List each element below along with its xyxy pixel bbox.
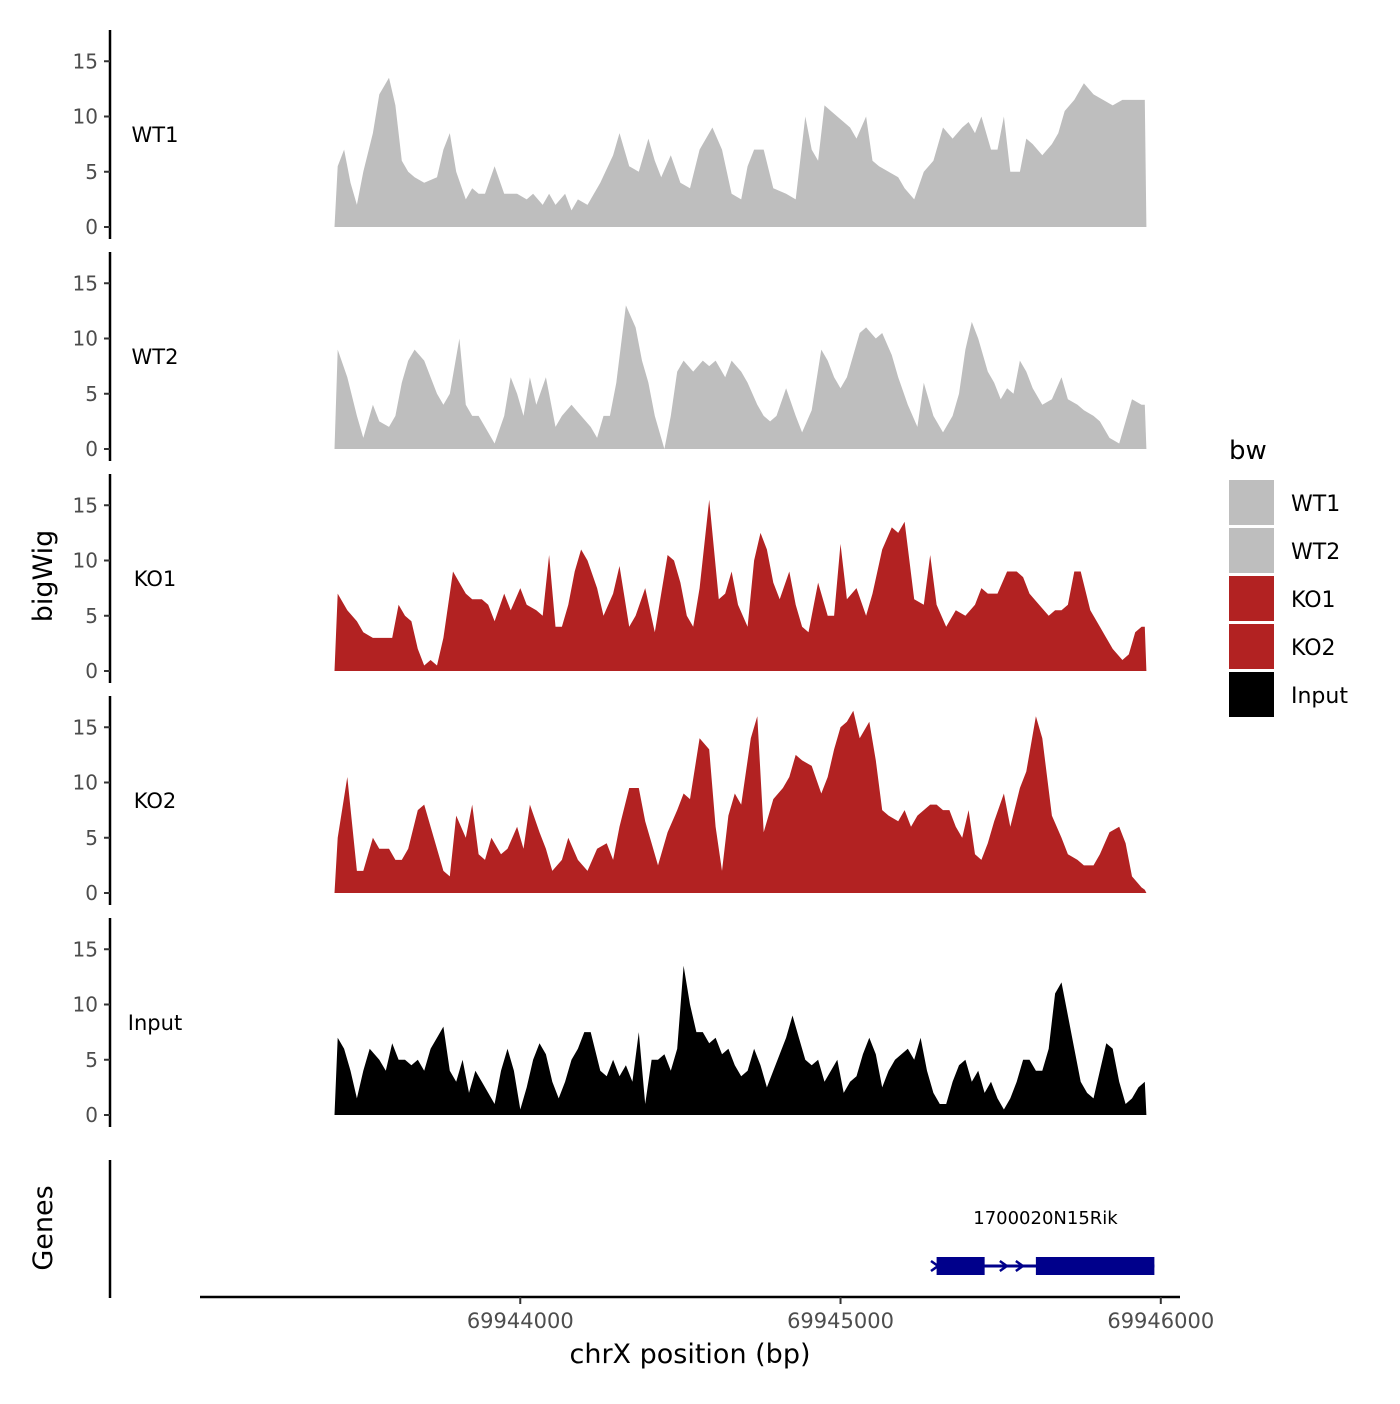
area-input [334,965,1147,1115]
y-tick-label-ko2-10: 10 [73,771,98,795]
y-tick-label-wt1-10: 10 [73,105,98,129]
gene-strand-arrow-3 [1015,1259,1026,1273]
y-tick-label-input-15: 15 [73,937,98,961]
area-wt1 [334,77,1147,227]
y-tick-label-wt1-15: 15 [73,49,98,73]
x-axis: 69944000 69945000 69946000 [200,1295,1214,1333]
track-ko1: 0 5 10 15 KO1 [73,474,1147,683]
legend-label-ko2: KO2 [1291,636,1336,661]
x-tick-label-69944000: 69944000 [467,1309,574,1333]
legend-label-ko1: KO1 [1291,588,1336,613]
legend-label-input: Input [1291,684,1348,709]
y-tick-label-wt2-5: 5 [85,382,98,406]
gene-strand-arrow-1 [930,1259,941,1273]
x-axis-label: chrX position (bp) [569,1339,810,1370]
genes-track-label: Genes [28,1185,59,1270]
track-label-input: Input [128,1011,182,1035]
x-tick-label-69945000: 69945000 [787,1309,894,1333]
y-tick-label-wt2-15: 15 [73,271,98,295]
y-tick-label-ko1-5: 5 [85,604,98,628]
track-ko2: 0 5 10 15 KO2 [73,696,1147,905]
area-wt2 [334,305,1147,449]
y-tick-label-input-5: 5 [85,1048,98,1072]
gene-name-label: 1700020N15Rik [973,1208,1118,1229]
track-wt1: 0 5 10 15 WT1 [73,30,1147,239]
y-tick-label-wt1-0: 0 [85,215,98,239]
gene-strand-arrow-2 [999,1259,1010,1273]
legend-label-wt2: WT2 [1291,540,1340,565]
area-ko2 [334,710,1147,893]
track-input: 0 5 10 15 Input [73,918,1147,1127]
y-tick-label-wt2-10: 10 [73,327,98,351]
legend-title: bw [1229,436,1267,466]
track-label-wt2: WT2 [132,345,179,369]
genes-layer: 1700020N15Rik [108,1160,1155,1298]
gene-1700020n15rik: 1700020N15Rik [930,1208,1155,1275]
legend: bw WT1 WT2 KO1 KO2 Input [1229,436,1348,717]
y-axis-label: bigWig [28,530,59,623]
track-label-ko2: KO2 [134,789,177,813]
y-tick-label-ko1-10: 10 [73,549,98,573]
track-wt2: 0 5 10 15 WT2 [73,252,1147,461]
track-label-ko1: KO1 [134,567,177,591]
legend-key-ko1 [1229,576,1274,621]
gene-exon-1 [936,1257,985,1275]
y-tick-label-ko2-0: 0 [85,881,98,905]
tracks-layer: 0 5 10 15 WT1 0 5 10 15 WT2 0 5 10 15 KO1 0 5 10 15 KO2 0 5 10… [73,30,1147,1127]
legend-label-wt1: WT1 [1291,492,1340,517]
y-tick-label-input-10: 10 [73,993,98,1017]
area-ko1 [334,499,1147,671]
y-tick-label-wt2-0: 0 [85,437,98,461]
y-tick-label-ko1-0: 0 [85,659,98,683]
y-tick-label-ko2-15: 15 [73,715,98,739]
x-tick-label-69946000: 69946000 [1107,1309,1214,1333]
y-tick-label-wt1-5: 5 [85,160,98,184]
gene-exon-2 [1035,1257,1155,1275]
y-tick-label-ko2-5: 5 [85,826,98,850]
track-label-wt1: WT1 [132,123,179,147]
legend-key-wt1 [1229,480,1274,525]
legend-key-input [1229,672,1274,717]
legend-key-wt2 [1229,528,1274,573]
y-tick-label-ko1-15: 15 [73,493,98,517]
legend-key-ko2 [1229,624,1274,669]
y-tick-label-input-0: 0 [85,1103,98,1127]
